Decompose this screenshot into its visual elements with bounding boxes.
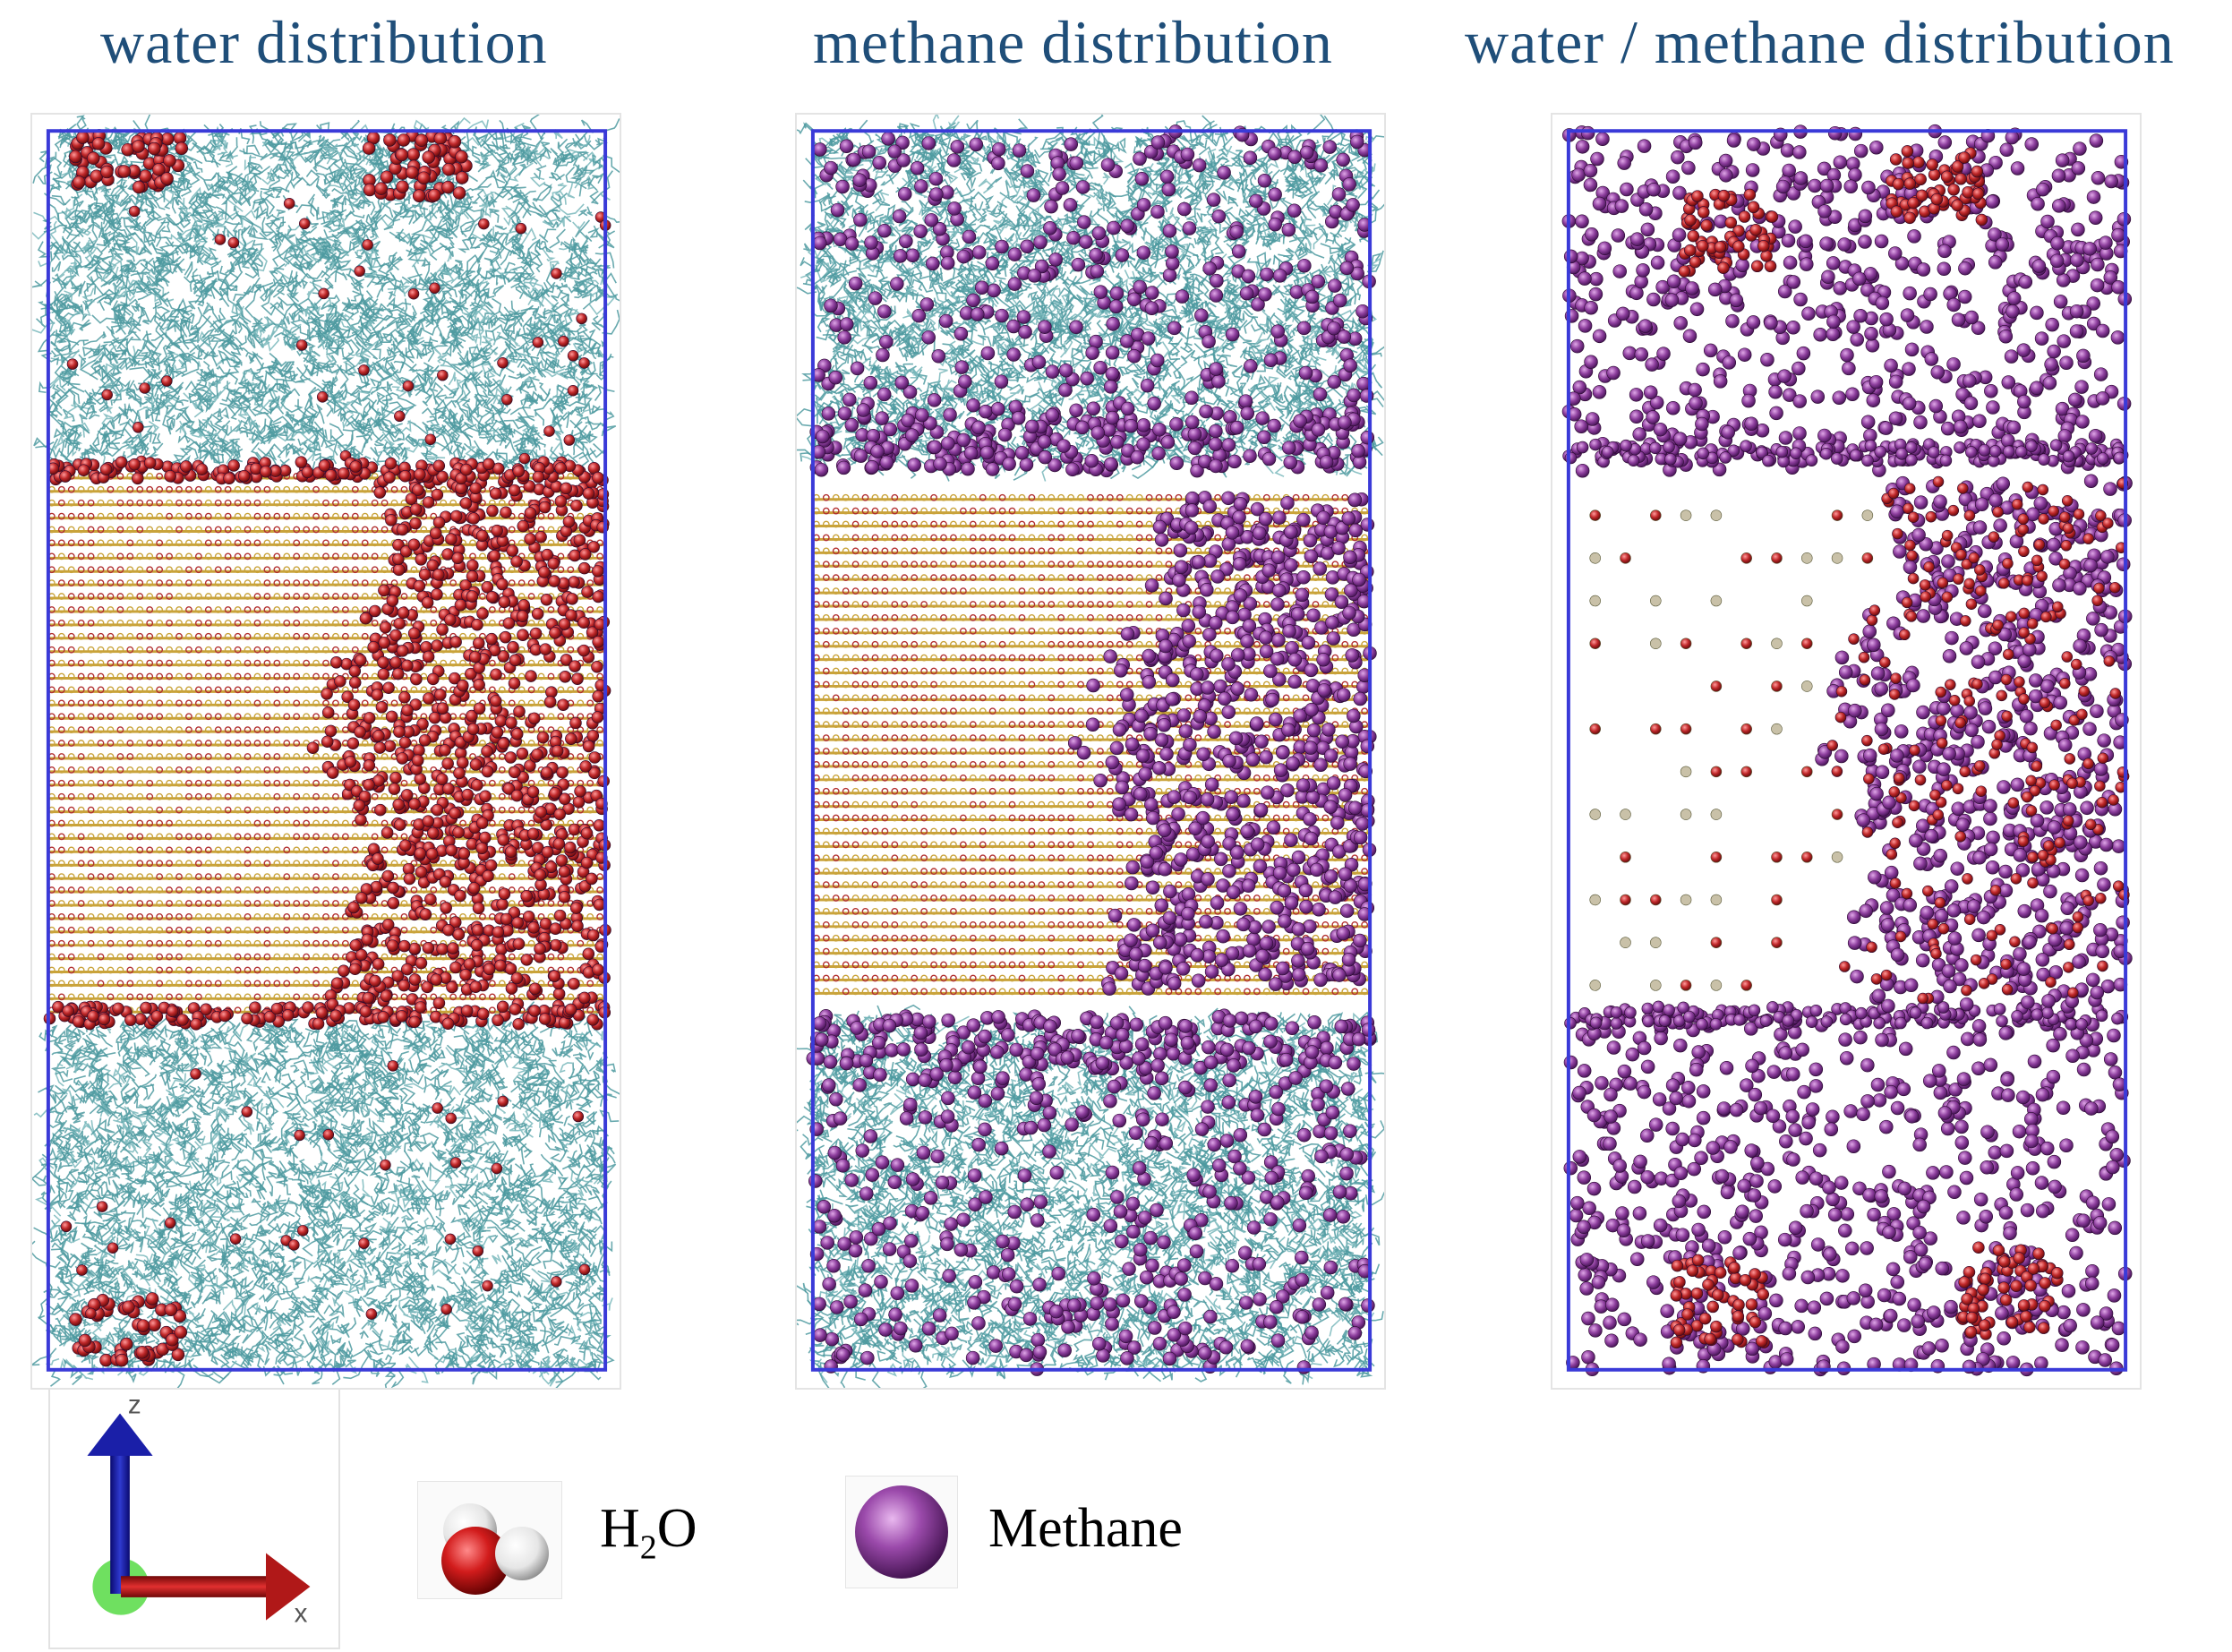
axis-triad-icon: z x — [50, 1390, 338, 1648]
methane-layer — [810, 1009, 1376, 1075]
methane-distribution-simulation-box — [797, 115, 1384, 1388]
water-methane-distribution-simulation-box — [1552, 115, 2140, 1388]
polymer-layer — [32, 1002, 620, 1388]
water-cluster — [70, 1293, 187, 1367]
water-distribution-simulation-box — [32, 115, 620, 1388]
methane-in-polymer — [1562, 124, 2132, 477]
z-axis-arrow-shaft — [110, 1452, 130, 1594]
title-water-distribution: water distribution — [100, 7, 548, 78]
z-axis-label: z — [128, 1390, 141, 1419]
methane-sphere-icon — [846, 1477, 957, 1588]
panel-water — [30, 113, 621, 1390]
water-cluster — [1679, 189, 1778, 277]
legend-water-o: O — [657, 1498, 697, 1559]
panel-water-methane — [1551, 113, 2142, 1390]
axis-orientation: z x — [48, 1390, 340, 1649]
legend-water-label: H2O — [600, 1497, 697, 1567]
x-axis-arrow-shaft — [121, 1576, 268, 1597]
legend-water-icon-box — [417, 1481, 562, 1599]
legend-methane-label: Methane — [988, 1497, 1183, 1561]
panel-methane — [795, 113, 1386, 1390]
x-axis-label: x — [295, 1599, 308, 1629]
title-methane-distribution: methane distribution — [813, 7, 1333, 78]
legend-methane-icon-box — [845, 1476, 958, 1588]
title-water-methane-distribution: water / methane distribution — [1465, 7, 2175, 78]
z-axis-arrow-head — [87, 1413, 152, 1455]
legend-water-subscript: 2 — [640, 1528, 657, 1566]
methane-in-polymer — [1564, 1010, 2132, 1376]
interface-water-layer — [1565, 1001, 2124, 1031]
water-molecule-icon — [418, 1482, 561, 1598]
legend-water-h: H — [600, 1498, 640, 1559]
